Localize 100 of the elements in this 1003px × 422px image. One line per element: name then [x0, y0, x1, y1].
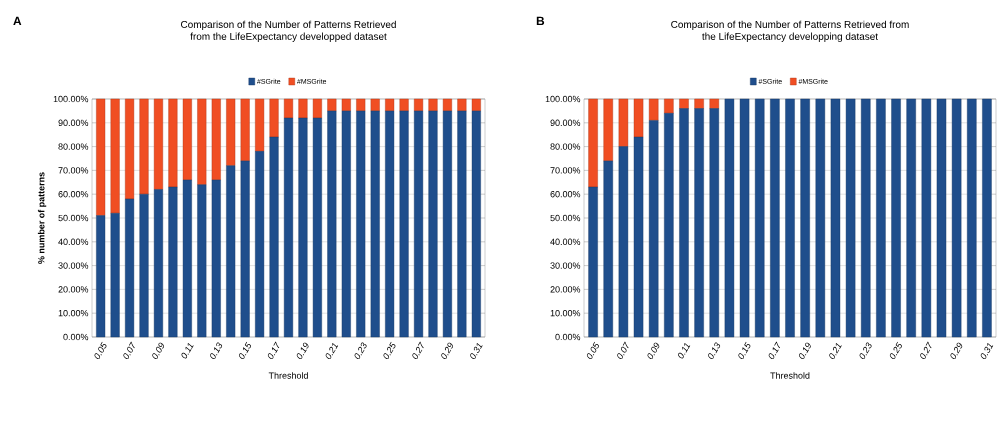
bar [845, 98, 856, 338]
bar [618, 98, 629, 147]
bar [96, 98, 106, 216]
x-axis-title: Threshold [770, 372, 810, 379]
y-tick-label: 100.00% [545, 95, 581, 103]
bar [921, 98, 932, 338]
bar [168, 98, 178, 188]
y-tick-label: 0.00% [555, 333, 581, 341]
y-tick-label: 40.00% [550, 238, 581, 245]
bar [442, 98, 452, 112]
bar [694, 98, 704, 109]
bar [211, 98, 221, 181]
bar [385, 110, 395, 338]
bar [442, 110, 452, 338]
bar [891, 98, 901, 338]
bar [633, 98, 644, 138]
bar [967, 98, 977, 338]
bar [664, 98, 674, 114]
bar [739, 98, 750, 338]
y-tick-label: 70.00% [58, 167, 89, 174]
bar [709, 108, 720, 338]
bar [679, 108, 689, 338]
bar [255, 98, 265, 152]
y-tick-label: 60.00% [550, 191, 581, 198]
y-tick-label: 100.00% [53, 95, 89, 103]
y-tick-label: 50.00% [550, 214, 581, 222]
bar [269, 98, 279, 138]
bar [603, 98, 613, 162]
bar [457, 110, 467, 338]
y-tick-label: 40.00% [58, 238, 89, 245]
bar [110, 98, 120, 214]
bar [298, 98, 308, 119]
y-tick-label: 60.00% [58, 191, 89, 198]
y-tick-label: 90.00% [58, 119, 89, 126]
bar [226, 98, 236, 166]
bar [399, 110, 409, 338]
bar [588, 98, 598, 188]
y-tick-label: 0.00% [63, 333, 89, 341]
bar [414, 98, 424, 112]
y-tick-label: 80.00% [58, 143, 89, 150]
bar [125, 198, 135, 338]
bar [982, 98, 992, 338]
bar [370, 110, 380, 338]
bar [226, 165, 236, 338]
bar [153, 98, 163, 190]
y-axis-title: % number of patterns [37, 172, 47, 264]
bar [618, 146, 629, 338]
bar [876, 98, 886, 338]
bar [471, 98, 481, 112]
bar [356, 110, 366, 338]
y-tick-label: 20.00% [58, 286, 89, 293]
bar [197, 184, 207, 338]
bar [906, 98, 916, 338]
bar [96, 215, 106, 338]
y-tick-label: 50.00% [58, 214, 89, 222]
bar [603, 160, 613, 338]
bar [110, 213, 120, 338]
bar [399, 98, 409, 112]
chart-title: Comparison of the Number of Patterns Retrieved from the LifeExpectancy developped dataset [181, 20, 396, 42]
bar [951, 98, 962, 338]
bar [240, 98, 250, 162]
bar [936, 98, 947, 338]
y-tick-label: 20.00% [550, 286, 581, 293]
bar [385, 98, 395, 112]
bar [298, 117, 308, 338]
y-tick-label: 30.00% [550, 262, 581, 269]
bar [139, 98, 149, 195]
bar [283, 117, 294, 338]
y-tick-label: 90.00% [550, 119, 581, 126]
bar [240, 160, 250, 338]
bar [312, 98, 322, 119]
bar [694, 108, 704, 338]
bar [168, 186, 178, 338]
text: A [13, 16, 22, 26]
y-tick-label: 10.00% [58, 310, 89, 317]
bar [327, 110, 337, 338]
bar [312, 117, 322, 338]
bar [679, 98, 689, 109]
bar [633, 136, 644, 338]
bar [648, 120, 659, 338]
bar [182, 98, 192, 181]
bar [457, 98, 467, 112]
bar [709, 98, 720, 109]
bar [197, 98, 207, 185]
bar [830, 98, 841, 338]
bar [211, 179, 221, 338]
bar [370, 98, 380, 112]
y-tick-label: 30.00% [58, 262, 89, 269]
bar [648, 98, 659, 121]
bar [125, 98, 135, 200]
bar [664, 113, 674, 338]
bar [341, 110, 351, 338]
y-tick-label: 80.00% [550, 143, 581, 150]
x-axis-title: Threshold [268, 372, 308, 379]
bar [269, 136, 279, 338]
bar [182, 179, 192, 338]
bar [724, 98, 735, 338]
bar [139, 194, 149, 338]
bar [341, 98, 351, 112]
bar [800, 98, 810, 338]
